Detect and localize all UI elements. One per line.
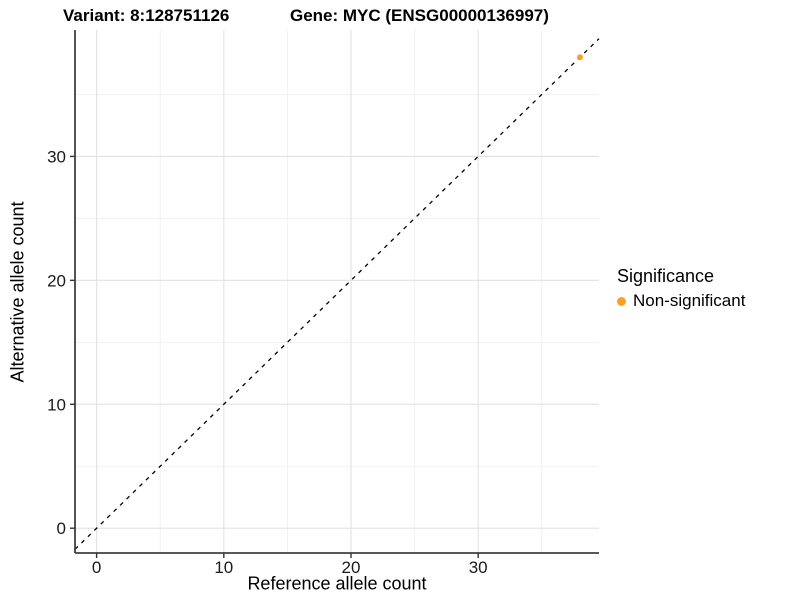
data-point [576, 54, 583, 61]
y-tick-label: 30 [47, 147, 66, 166]
x-axis-title: Reference allele count [247, 573, 427, 594]
y-axis-title: Alternative allele count [7, 201, 28, 383]
legend: Significance Non-significant [617, 266, 745, 311]
y-tick-label: 20 [47, 271, 66, 290]
x-tick-label: 0 [92, 558, 101, 577]
x-tick-label: 10 [214, 558, 233, 577]
y-tick-label: 0 [57, 519, 66, 538]
x-tick-label: 30 [469, 558, 488, 577]
x-tick-label: 20 [342, 558, 361, 577]
legend-item-label: Non-significant [633, 291, 746, 310]
y-tick-label: 10 [47, 395, 66, 414]
legend-item: Non-significant [617, 291, 745, 311]
legend-point-icon [617, 296, 626, 306]
plot-title-variant: Variant: 8:128751126 [63, 6, 230, 25]
legend-title: Significance [617, 266, 715, 286]
plot-title-gene: Gene: MYC (ENSG00000136997) [290, 6, 549, 25]
identity-line [74, 38, 600, 550]
